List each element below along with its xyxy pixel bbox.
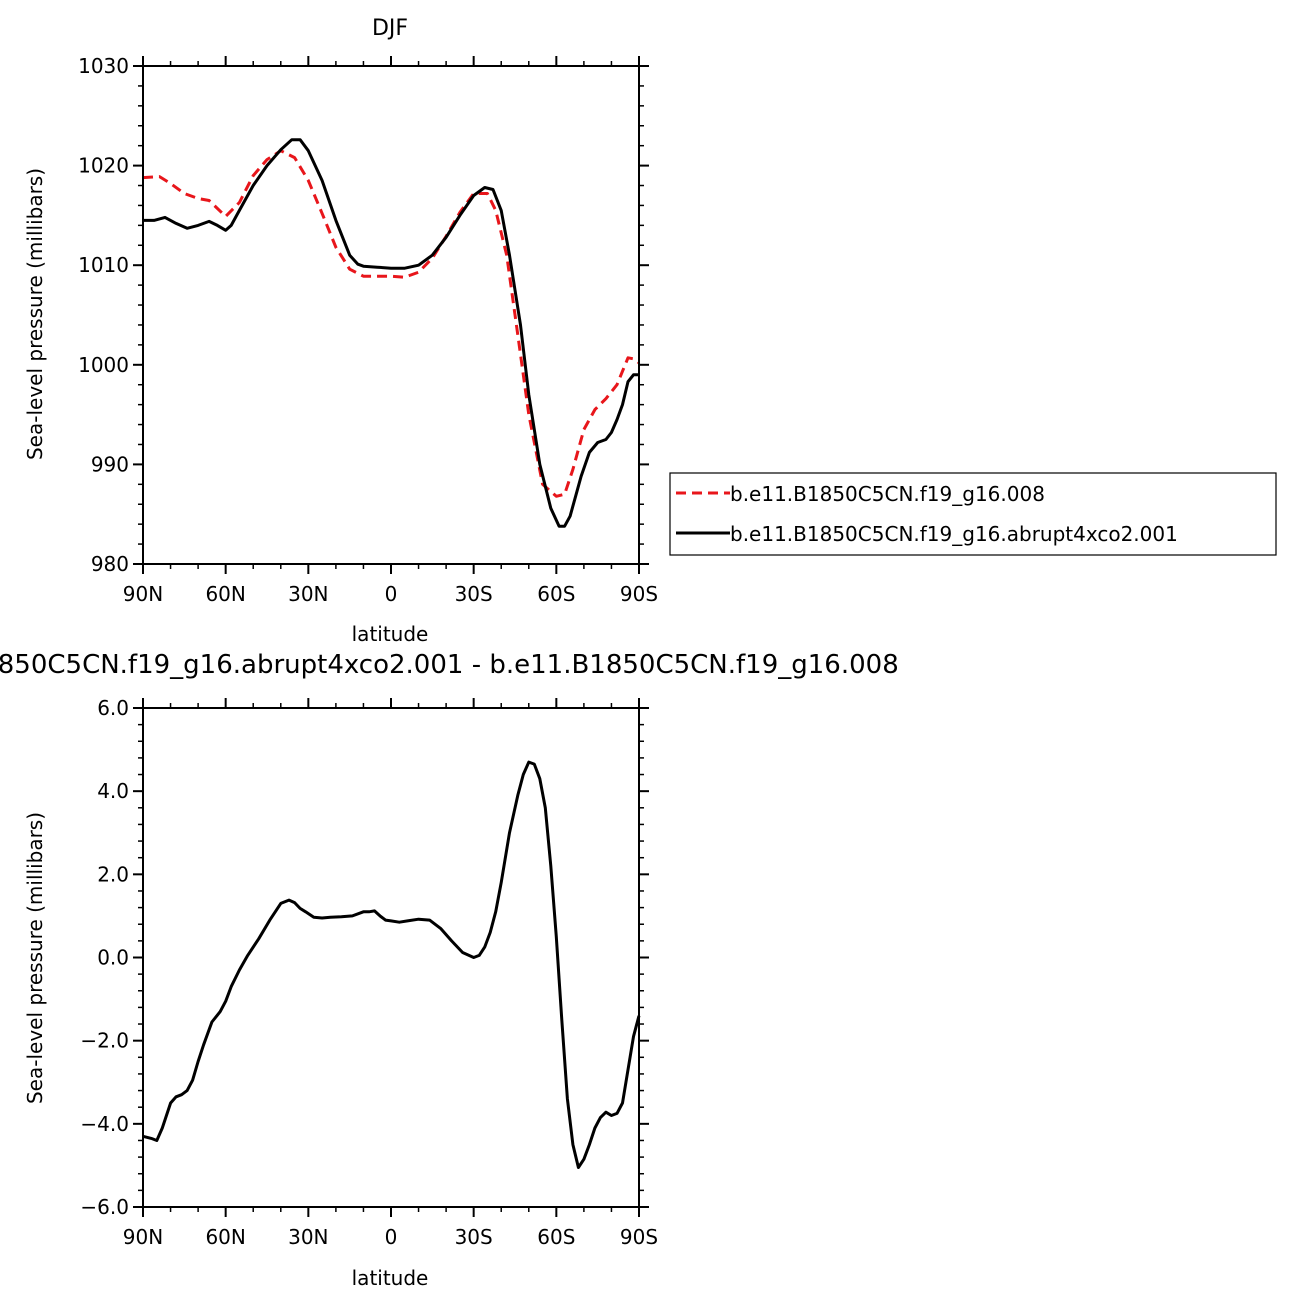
y-axis-label: Sea-level pressure (millibars) [23,812,47,1104]
y-axis-label: Sea-level pressure (millibars) [23,168,47,460]
x-tick-label: 90N [123,582,163,606]
x-tick-label: 90S [620,582,658,606]
legend-label-control: b.e11.B1850C5CN.f19_g16.008 [730,482,1045,506]
y-tick-label: 2.0 [97,862,129,886]
y-tick-label: 990 [91,452,129,476]
series-line-1 [143,138,639,528]
x-tick-label: 60S [537,582,575,606]
x-tick-label: 30S [455,1225,493,1249]
y-tick-label: 1000 [78,353,129,377]
plot-frame [142,707,640,1208]
y-tick-label: 1010 [78,253,129,277]
y-tick-label: 1020 [78,154,129,178]
x-tick-label: 30N [288,1225,328,1249]
x-tick-label: 90N [123,1225,163,1249]
bottom-chart: b.e11.B1850C5CN.f19_g16.abrupt4xco2.001 … [0,650,899,1290]
y-tick-label: 6.0 [97,696,129,720]
x-tick-label: 60N [205,582,245,606]
x-tick-label: 30S [455,582,493,606]
x-tick-label: 60S [537,1225,575,1249]
x-tick-label: 30N [288,582,328,606]
y-tick-label: 980 [91,552,129,576]
chart-title: DJF [372,16,408,41]
series-line-0 [142,760,641,1169]
x-tick-label: 0 [385,582,398,606]
x-tick-label: 90S [620,1225,658,1249]
y-tick-label: 0.0 [97,946,129,970]
x-axis-label: latitude [352,1266,429,1290]
y-tick-label: 4.0 [97,779,129,803]
plot-frame [142,65,640,565]
x-tick-label: 60N [205,1225,245,1249]
top-plot-area: 90N 60N 30N 0 30S 60S 90S 980 990 1000 1010 1020 103… [78,54,658,606]
y-tick-label: −6.0 [80,1195,129,1219]
difference-chart-title: b.e11.B1850C5CN.f19_g16.abrupt4xco2.001 … [0,650,899,680]
y-tick-label: −4.0 [80,1112,129,1136]
y-tick-label: 1030 [78,54,129,78]
x-tick-label: 0 [385,1225,398,1249]
legend-box [669,472,1277,556]
legend-label-abrupt4xco2: b.e11.B1850C5CN.f19_g16.abrupt4xco2.001 [730,522,1178,546]
top-chart: DJF 90N 60N 30N 0 30S 60S 90S 980 990 1000 1010 102… [23,16,658,646]
series-line-0 [142,149,640,498]
legend: b.e11.B1850C5CN.f19_g16.008 b.e11.B1850C… [669,472,1277,556]
bottom-plot-area: 90N 60N 30N 0 30S 60S 90S −6.0 −4.0 −2.0 0.0 2.0 4.0… [80,696,658,1249]
y-tick-label: −2.0 [80,1029,129,1053]
x-axis-label: latitude [352,622,429,646]
